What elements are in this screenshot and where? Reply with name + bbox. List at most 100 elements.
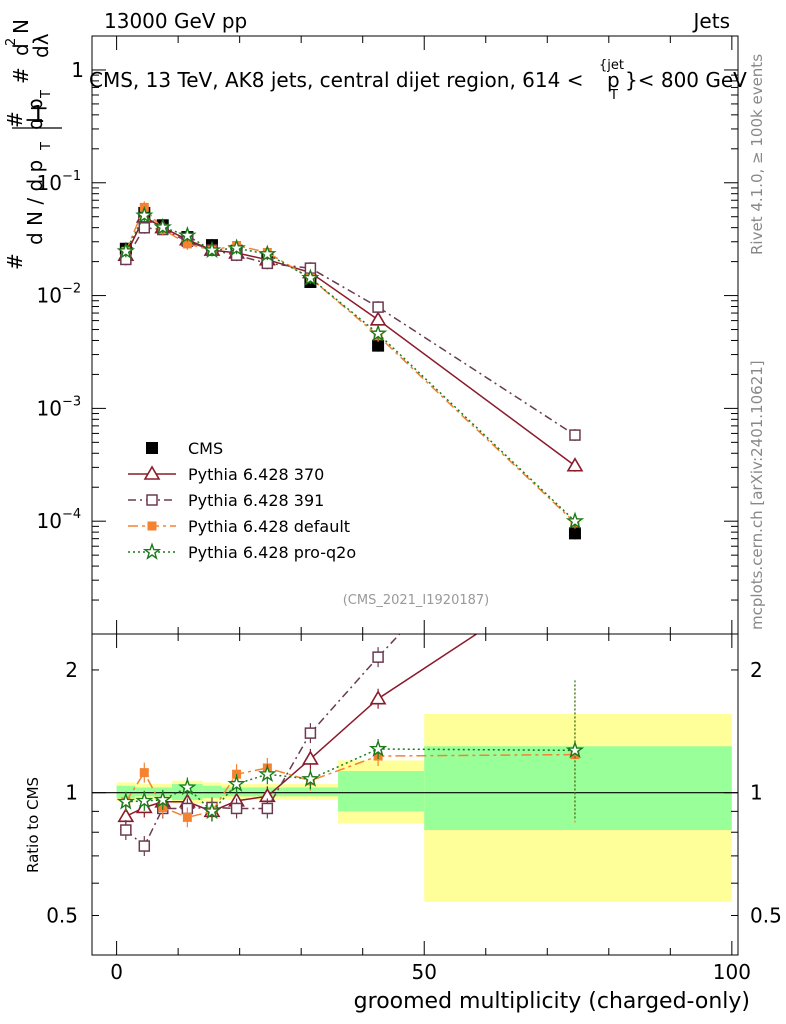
svg-text:N: N bbox=[9, 19, 33, 34]
ratio-point-p370 bbox=[369, 690, 387, 705]
ratio-point-pq2o bbox=[368, 739, 388, 757]
legend-label-pq2o: Pythia 6.428 pro-q2o bbox=[188, 543, 356, 562]
axes-frame bbox=[91, 633, 739, 956]
svg-text:}< 800 GeV: }< 800 GeV bbox=[625, 68, 747, 92]
y-tick-label: 10 bbox=[37, 396, 62, 420]
svg-text:#: # bbox=[3, 111, 27, 128]
legend-marker-pdefault bbox=[147, 521, 157, 531]
ratio-y-tick-label: 2 bbox=[65, 658, 78, 682]
header-energy-label: 13000 GeV pp bbox=[104, 9, 247, 33]
y-tick-exponent: −3 bbox=[62, 394, 81, 409]
ratio-y-tick-label: 1 bbox=[65, 781, 78, 805]
svg-text:T: T bbox=[609, 88, 618, 103]
legend-marker-pq2o bbox=[142, 542, 162, 560]
svg-text:{jet: {jet bbox=[599, 58, 624, 73]
legend-label-p370: Pythia 6.428 370 bbox=[188, 465, 324, 484]
x-axis-label: groomed multiplicity (charged-only) bbox=[354, 989, 750, 1014]
ratio-point-pq2o bbox=[153, 790, 172, 808]
legend: CMS Pythia 6.428 370 Pythia 6.428 391 Pythi… bbox=[128, 439, 356, 562]
point-pq2o bbox=[565, 511, 585, 530]
header-category-label: Jets bbox=[692, 9, 730, 33]
main-ylabel: 1 # d N / d p T # d p T # d 2 N dλ bbox=[3, 19, 62, 270]
ratio-point-pdefault bbox=[182, 812, 192, 822]
ratio-y-tick-label-right: 2 bbox=[750, 658, 763, 682]
point-p391 bbox=[372, 301, 384, 313]
y-tick-label: 1 bbox=[71, 58, 84, 82]
point-pq2o bbox=[227, 238, 246, 257]
ratio-point-pq2o bbox=[301, 769, 320, 787]
legend-label-cms: CMS bbox=[188, 439, 223, 458]
ratio-point-pdefault bbox=[570, 750, 580, 760]
rivet-version-label: Rivet 4.1.0, ≥ 100k events bbox=[748, 54, 766, 255]
y-tick-label: 10 bbox=[37, 509, 62, 533]
ratio-y-tick-label-right: 1 bbox=[750, 781, 763, 805]
legend-label-p391: Pythia 6.428 391 bbox=[188, 491, 324, 510]
point-pq2o bbox=[178, 225, 197, 244]
ratio-ylabel: Ratio to CMS bbox=[24, 777, 42, 873]
series-line-pq2o bbox=[125, 214, 576, 522]
point-pq2o bbox=[116, 241, 136, 260]
x-tick-label: 50 bbox=[412, 960, 437, 984]
ratio-line-p370 bbox=[125, 634, 477, 818]
legend-label-pdefault: Pythia 6.428 default bbox=[188, 517, 350, 536]
ratio-point-p391 bbox=[138, 840, 151, 852]
series-line-p391 bbox=[125, 226, 576, 436]
point-pq2o bbox=[368, 323, 388, 342]
ratio-point-pq2o bbox=[258, 764, 277, 783]
legend-marker-p370 bbox=[143, 465, 161, 480]
point-pq2o bbox=[153, 217, 172, 236]
ratio-point-pq2o bbox=[135, 791, 154, 809]
ratio-point-p370 bbox=[302, 750, 319, 765]
chart-title: CMS, 13 TeV, AK8 jets, central dijet reg… bbox=[89, 58, 747, 103]
series-line-pdefault bbox=[125, 205, 576, 524]
svg-text:1: 1 bbox=[31, 102, 46, 128]
ratio-point-p391 bbox=[261, 802, 274, 815]
watermark: (CMS_2021_I1920187) bbox=[343, 593, 490, 608]
ratio-point-pdefault bbox=[139, 768, 149, 778]
ratio-point-pq2o bbox=[227, 774, 246, 792]
y-tick-label: 10 bbox=[37, 171, 62, 195]
svg-text:p: p bbox=[607, 68, 620, 92]
point-p391 bbox=[569, 429, 581, 441]
x-tick-label: 0 bbox=[110, 960, 123, 984]
y-tick-exponent: −1 bbox=[62, 169, 81, 184]
ratio-y-tick-label: 0.5 bbox=[46, 903, 78, 927]
ratio-series bbox=[116, 634, 585, 857]
svg-text:2: 2 bbox=[4, 38, 19, 46]
ratio-point-pq2o bbox=[565, 740, 585, 759]
uncertainty-band-green bbox=[282, 787, 339, 797]
ratio-point-p391 bbox=[304, 727, 317, 739]
svg-text:d N / d p: d N / d p bbox=[23, 160, 47, 245]
legend-marker-p391 bbox=[146, 494, 158, 506]
point-cms bbox=[568, 527, 581, 540]
y-tick-exponent: −4 bbox=[62, 507, 81, 522]
ratio-y-tick-label-right: 0.5 bbox=[750, 903, 782, 927]
ratio-point-p391 bbox=[372, 651, 384, 663]
ratio-point-pq2o bbox=[202, 801, 222, 820]
point-pq2o bbox=[202, 240, 222, 259]
ratio-point-p391 bbox=[120, 824, 132, 836]
point-pdefault bbox=[182, 239, 192, 249]
uncertainty-band-green bbox=[202, 785, 222, 799]
x-tick-label: 100 bbox=[713, 960, 751, 984]
ratio-point-p391 bbox=[230, 802, 243, 815]
svg-text:d: d bbox=[9, 43, 33, 56]
svg-text:CMS, 13 TeV, AK8 jets, central: CMS, 13 TeV, AK8 jets, central dijet reg… bbox=[89, 68, 583, 92]
point-cms bbox=[372, 339, 385, 352]
point-pq2o bbox=[301, 268, 320, 286]
main-panel: 110−110−210−310−4 (CMS_2021_I1920187) CM… bbox=[37, 35, 747, 635]
ratio-point-pq2o bbox=[178, 777, 197, 796]
svg-text:#: # bbox=[3, 253, 27, 270]
point-p391 bbox=[138, 222, 151, 234]
point-p370 bbox=[369, 311, 387, 326]
y-tick-label: 10 bbox=[37, 284, 62, 308]
uncertainty-band-green bbox=[424, 746, 732, 831]
ratio-panel: 0 50 100 0.5 0.5 1 1 2 2 bbox=[46, 633, 782, 984]
ratio-point-pq2o bbox=[116, 792, 136, 810]
svg-text:T: T bbox=[39, 142, 54, 151]
svg-text:T: T bbox=[39, 90, 54, 99]
legend-marker-cms bbox=[146, 442, 158, 454]
point-pq2o bbox=[135, 205, 154, 224]
series-line-p370 bbox=[125, 215, 576, 467]
